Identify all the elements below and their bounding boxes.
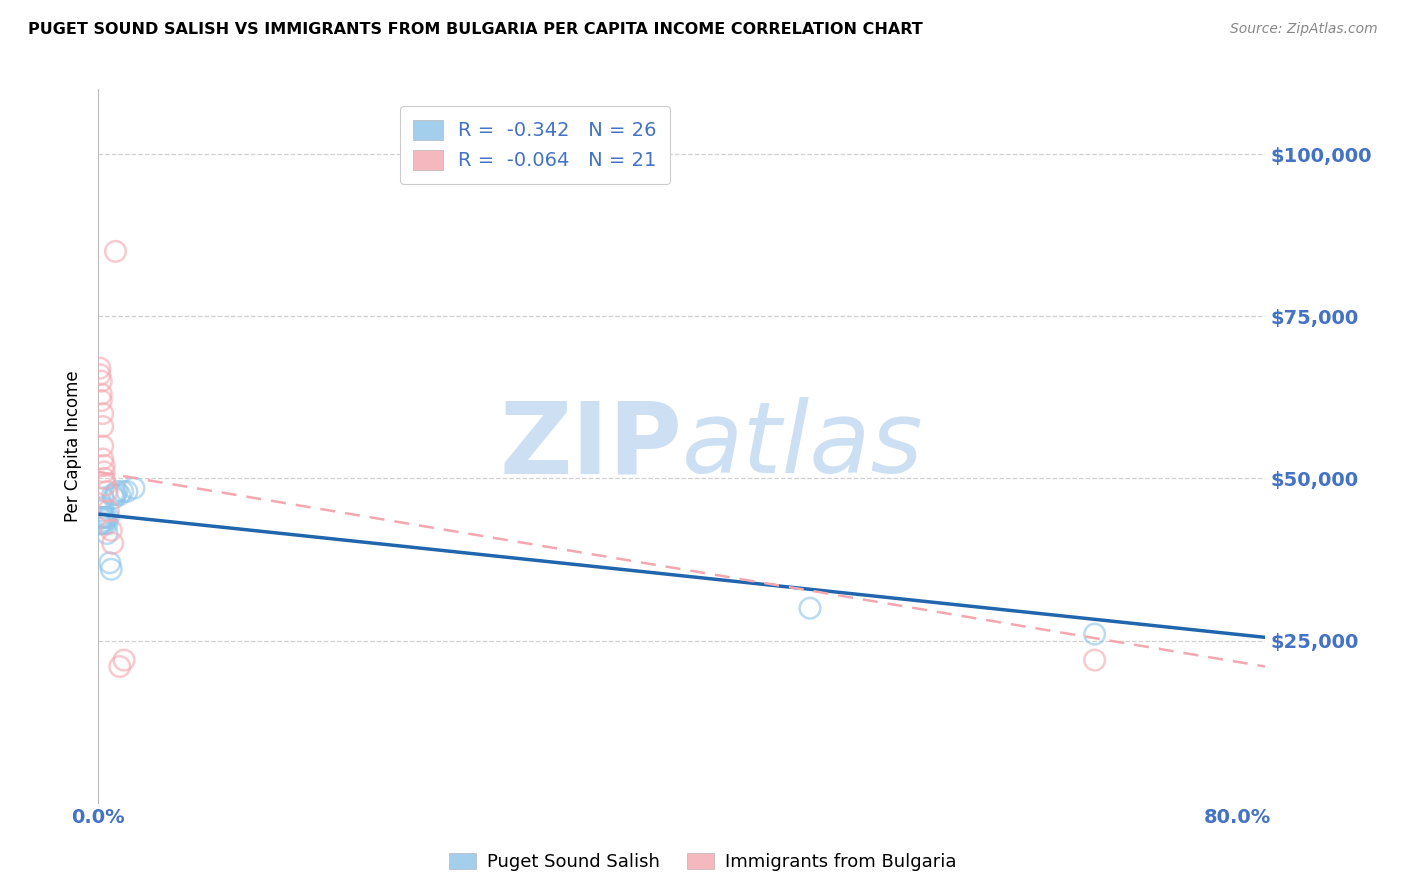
Point	[104, 488, 127, 502]
Point	[122, 481, 145, 495]
Point	[89, 510, 111, 524]
Point	[98, 556, 121, 570]
Point	[100, 524, 122, 538]
Point	[94, 514, 117, 528]
Point	[93, 471, 115, 485]
Point	[1084, 653, 1107, 667]
Point	[1084, 627, 1107, 641]
Point	[94, 478, 117, 492]
Text: PUGET SOUND SALISH VS IMMIGRANTS FROM BULGARIA PER CAPITA INCOME CORRELATION CHA: PUGET SOUND SALISH VS IMMIGRANTS FROM BU…	[28, 22, 922, 37]
Point	[96, 516, 118, 531]
Point	[90, 374, 112, 388]
Point	[93, 516, 115, 531]
Point	[91, 419, 114, 434]
Point	[93, 458, 115, 473]
Point	[94, 510, 117, 524]
Point	[115, 484, 138, 499]
Point	[100, 562, 122, 576]
Text: Source: ZipAtlas.com: Source: ZipAtlas.com	[1230, 22, 1378, 37]
Point	[108, 659, 131, 673]
Point	[89, 516, 111, 531]
Point	[108, 488, 131, 502]
Legend: Puget Sound Salish, Immigrants from Bulgaria: Puget Sound Salish, Immigrants from Bulg…	[441, 846, 965, 879]
Point	[90, 387, 112, 401]
Point	[91, 452, 114, 467]
Y-axis label: Per Capita Income: Per Capita Income	[65, 370, 83, 522]
Point	[97, 510, 120, 524]
Point	[96, 484, 118, 499]
Point	[91, 491, 114, 505]
Point	[91, 500, 114, 515]
Point	[112, 653, 135, 667]
Point	[89, 361, 111, 376]
Point	[93, 465, 115, 479]
Legend: R =  -0.342   N = 26, R =  -0.064   N = 21: R = -0.342 N = 26, R = -0.064 N = 21	[399, 106, 671, 184]
Point	[90, 504, 112, 518]
Point	[104, 244, 127, 259]
Point	[93, 510, 115, 524]
Point	[90, 393, 112, 408]
Text: atlas: atlas	[682, 398, 924, 494]
Point	[101, 488, 124, 502]
Point	[91, 510, 114, 524]
Point	[91, 439, 114, 453]
Point	[105, 484, 128, 499]
Point	[97, 504, 120, 518]
Point	[103, 491, 125, 505]
Point	[799, 601, 821, 615]
Text: ZIP: ZIP	[499, 398, 682, 494]
Point	[111, 484, 134, 499]
Point	[101, 536, 124, 550]
Point	[91, 407, 114, 421]
Point	[90, 516, 112, 531]
Point	[89, 368, 111, 382]
Point	[96, 526, 118, 541]
